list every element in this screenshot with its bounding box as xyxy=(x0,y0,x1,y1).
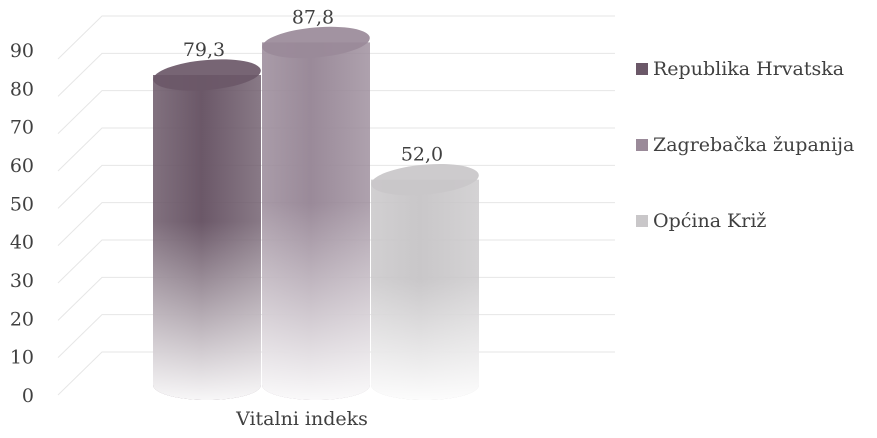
legend-swatch xyxy=(636,63,648,75)
data-labels: 79,3 87,8 52,0 xyxy=(183,6,443,165)
legend-item-zagrebacka-zupanija: Zagrebačka županija xyxy=(636,134,872,156)
y-tick-label: 0 xyxy=(22,385,34,407)
x-tick-label: Vitalni indeks xyxy=(235,408,368,430)
y-tick-label: 30 xyxy=(10,270,34,292)
gridline xyxy=(57,15,615,60)
bars xyxy=(153,26,479,401)
bar-top xyxy=(371,164,479,196)
data-label: 87,8 xyxy=(292,6,334,28)
y-tick-label: 50 xyxy=(10,193,34,215)
gridlines xyxy=(57,15,615,396)
legend-item-opcina-kriz: Općina Križ xyxy=(636,210,872,232)
gridline xyxy=(57,90,615,135)
bar-top xyxy=(262,26,370,59)
bar-fade xyxy=(153,75,261,401)
y-tick-label: 70 xyxy=(10,117,34,139)
x-axis-ticks: Vitalni indeks xyxy=(235,408,368,430)
bar-fade xyxy=(262,42,370,400)
legend-label: Zagrebačka županija xyxy=(653,134,855,156)
gridline xyxy=(57,52,615,97)
data-label: 52,0 xyxy=(401,144,443,166)
bar-zagrebačka-županija xyxy=(262,26,370,400)
legend-label: Republika Hrvatska xyxy=(653,58,845,80)
bar-općina-križ xyxy=(371,164,479,400)
legend: Republika Hrvatska Zagrebačka županija O… xyxy=(636,58,872,286)
legend-label: Općina Križ xyxy=(653,210,767,232)
data-label: 79,3 xyxy=(183,39,225,61)
y-tick-label: 80 xyxy=(10,78,34,100)
legend-item-republika-hrvatska: Republika Hrvatska xyxy=(636,58,872,80)
legend-swatch xyxy=(636,215,648,227)
y-tick-label: 10 xyxy=(10,347,34,369)
gridline xyxy=(57,127,615,172)
bar-fade xyxy=(371,179,479,400)
bar-top xyxy=(153,59,261,91)
y-tick-label: 20 xyxy=(10,308,34,330)
y-axis-ticks: 0 10 20 30 40 50 60 70 80 90 xyxy=(10,40,34,407)
bar-republika-hrvatska xyxy=(153,59,261,401)
y-tick-label: 60 xyxy=(10,155,34,177)
y-tick-label: 40 xyxy=(10,232,34,254)
y-tick-label: 90 xyxy=(10,40,34,62)
legend-swatch xyxy=(636,139,648,151)
